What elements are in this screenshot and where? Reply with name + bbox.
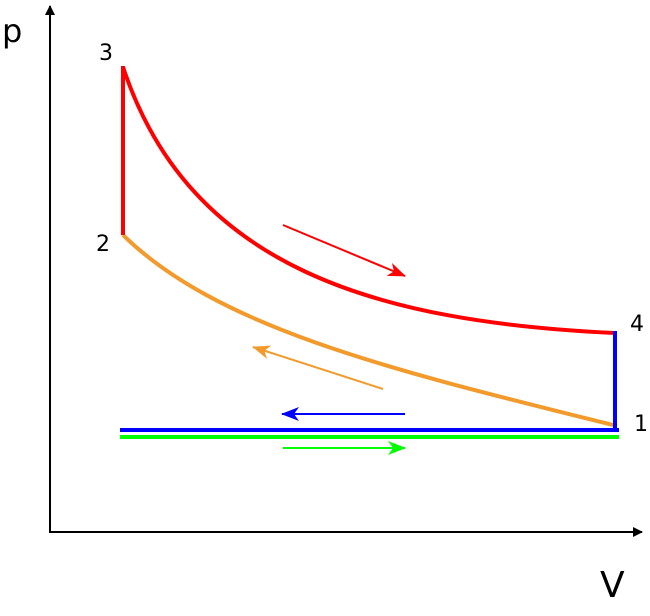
point-label: 3	[99, 41, 113, 66]
point-label: 4	[630, 312, 644, 337]
point-label: 2	[96, 232, 110, 257]
compression-curve	[121, 233, 618, 428]
y-axis-label: p	[2, 12, 22, 50]
expansion-curve	[121, 66, 616, 335]
direction-arrow	[252, 345, 384, 390]
direction-arrow	[282, 224, 406, 277]
point-label: 1	[634, 412, 648, 437]
x-axis-label: V	[600, 565, 625, 606]
